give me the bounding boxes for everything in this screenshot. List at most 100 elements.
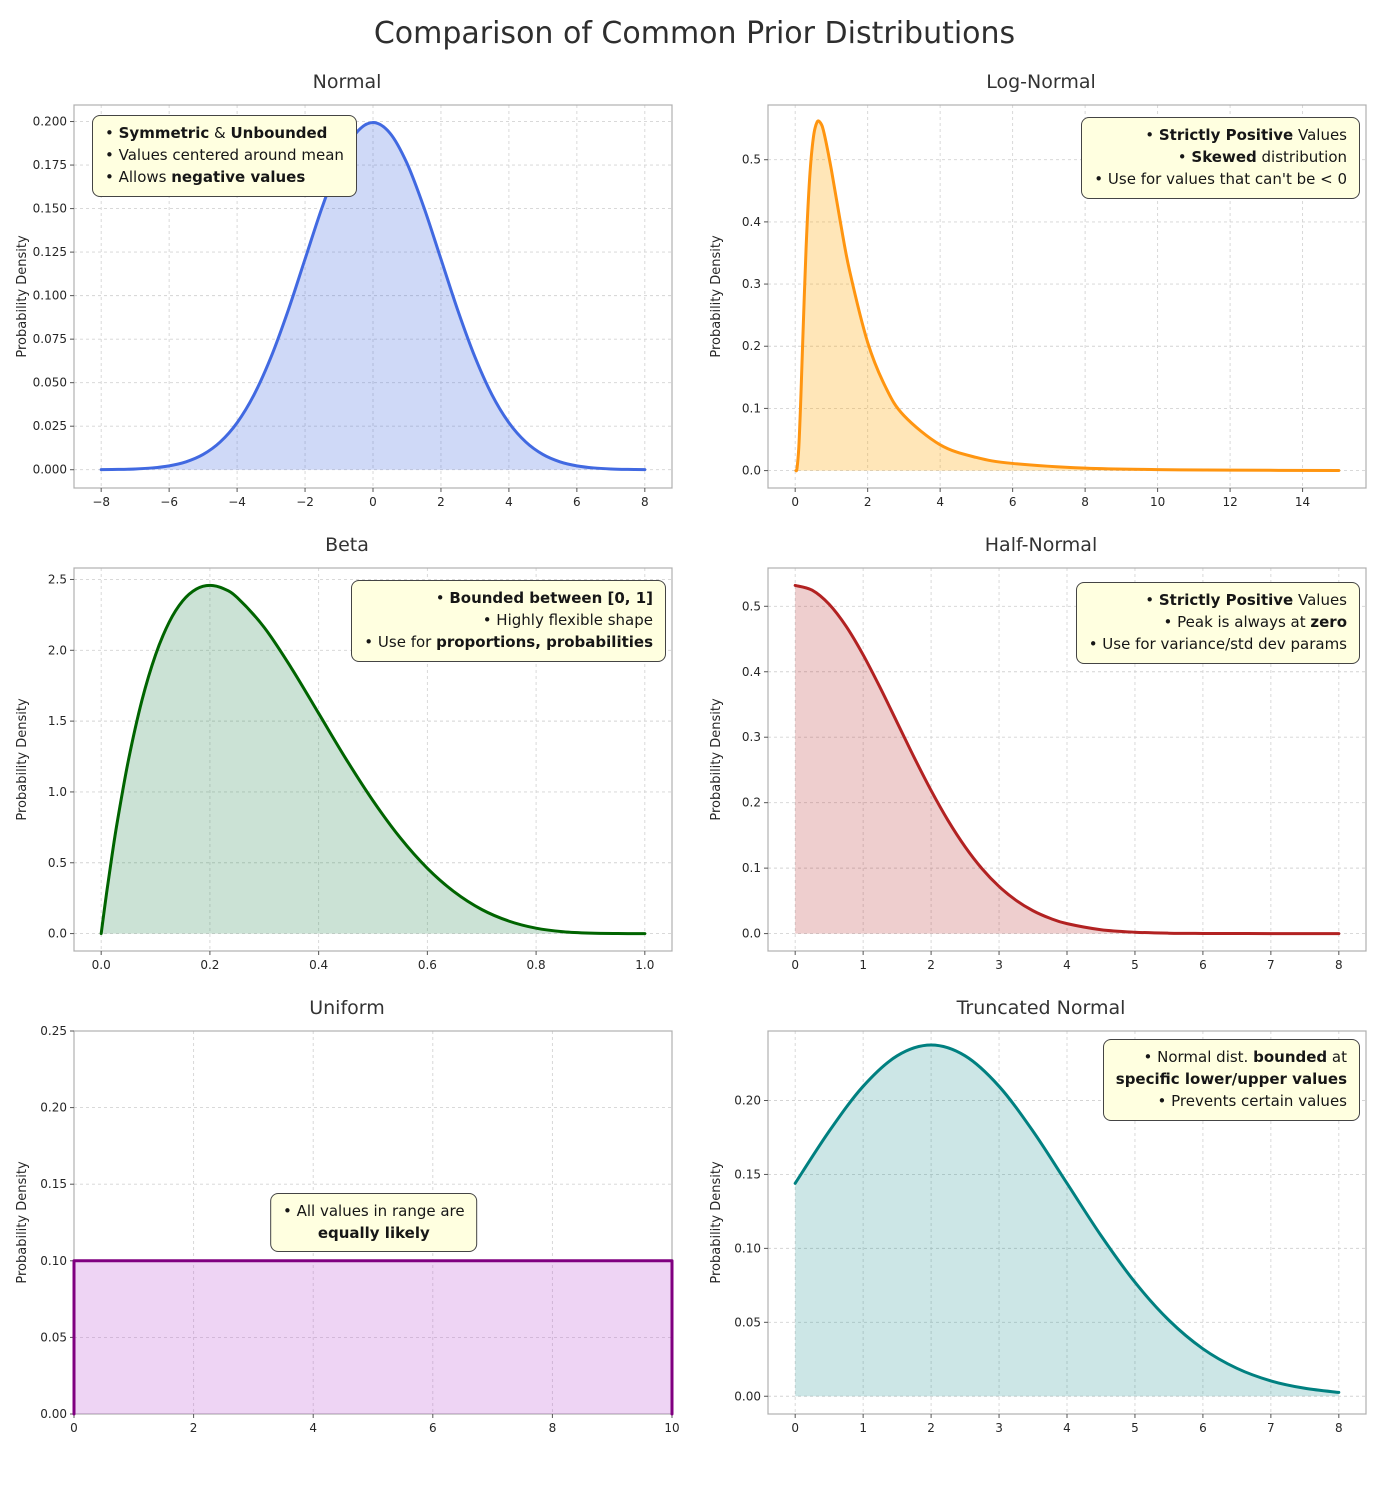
x-tick-label: 0 <box>369 495 377 509</box>
y-axis-label: Probability Density <box>15 1161 30 1284</box>
log-normal-area-fill <box>795 120 1339 471</box>
y-tick-label: 0.00 <box>40 1407 67 1421</box>
y-tick-label: 0.00 <box>734 1389 761 1403</box>
y-tick-label: 2.0 <box>48 643 67 657</box>
x-tick-label: 0.8 <box>527 958 546 972</box>
chart-panel-log-normal: Log-Normal 0 2 4 6 8 10 12 14 0.0 0.1 0.2 0.3 0.4 0.5… <box>694 57 1388 520</box>
log-normal-annotation-box: • Strictly Positive Values • Skewed distr… <box>1081 117 1360 199</box>
x-tick-label: 6 <box>573 495 581 509</box>
chart-panel-beta: Beta 0.0 0.2 0.4 0.6 0.8 1.0 0.0 0.5 1.0 1.5 2.0 2.… <box>0 520 694 983</box>
annotation-line: specific lower/upper values <box>1115 1070 1347 1089</box>
truncated-normal-chart-body: 0 1 2 3 4 5 6 7 8 0.00 0.05 0.10 0.15 0.20 Probability… <box>706 1021 1376 1446</box>
y-tick-label: 0.100 <box>33 289 67 303</box>
y-tick-label: 0.10 <box>734 1241 761 1255</box>
y-axis-label: Probability Density <box>709 1161 724 1284</box>
annotation-line: • Highly flexible shape <box>482 611 653 630</box>
axes-frame <box>73 567 673 952</box>
beta-chart-body: 0.0 0.2 0.4 0.6 0.8 1.0 0.0 0.5 1.0 1.5 2.0 2.5 Prob… <box>12 558 682 983</box>
annotation-line: • Allows negative values <box>105 168 306 187</box>
x-tick-label: 12 <box>1222 495 1237 509</box>
annotation-line: • Strictly Positive Values <box>1145 126 1347 144</box>
y-tick-label: 0.025 <box>33 419 67 433</box>
x-tick-label: 2 <box>437 495 445 509</box>
half-normal-annotation-box: • Strictly Positive Values • Peak is alwa… <box>1075 582 1360 664</box>
y-tick-label: 0.000 <box>33 463 67 477</box>
y-tick-label: 0.2 <box>742 796 761 810</box>
y-tick-label: 0.1 <box>742 861 761 875</box>
x-tick-label: 1.0 <box>635 958 654 972</box>
x-tick-label: 2 <box>927 1421 935 1435</box>
x-tick-label: 4 <box>505 495 513 509</box>
x-tick-label: 6 <box>1199 1421 1207 1435</box>
x-tick-label: 1 <box>859 1421 867 1435</box>
uniform-chart-canvas: 0 2 4 6 8 10 0.00 0.05 0.10 0.15 0.20 0.25 Probabili… <box>15 1024 680 1435</box>
x-tick-label: 4 <box>936 495 944 509</box>
x-tick-label: 8 <box>549 1421 557 1435</box>
y-tick-label: 2.5 <box>48 572 67 586</box>
beta-area-fill <box>101 585 645 934</box>
x-tick-label: 0 <box>791 958 799 972</box>
log-normal-chart-title: Log-Normal <box>986 71 1096 93</box>
x-tick-label: 4 <box>1063 958 1071 972</box>
x-tick-label: 5 <box>1131 958 1139 972</box>
y-axis-label: Probability Density <box>15 698 30 821</box>
half-normal-area-fill <box>795 585 1339 934</box>
y-tick-label: 0.075 <box>33 332 67 346</box>
uniform-area-fill <box>74 1260 672 1414</box>
chart-panel-truncated-normal: Truncated Normal 0 1 2 3 4 5 6 7 8 0.00 0.05 0.10 0.… <box>694 983 1388 1446</box>
x-tick-label: 3 <box>995 958 1003 972</box>
y-tick-label: 0.4 <box>742 665 761 679</box>
x-tick-label: 10 <box>1150 495 1165 509</box>
y-tick-label: 0.0 <box>742 927 761 941</box>
normal-area-fill <box>101 122 645 470</box>
y-axis-label: Probability Density <box>15 235 30 358</box>
x-tick-label: 5 <box>1131 1421 1139 1435</box>
normal-curve <box>99 120 647 472</box>
x-tick-label: 6 <box>429 1421 437 1435</box>
axes-frame <box>767 104 1367 489</box>
x-tick-label: 0 <box>791 495 799 509</box>
y-tick-label: 0.050 <box>33 376 67 390</box>
half-normal-chart-title: Half-Normal <box>984 534 1098 556</box>
x-tick-label: 8 <box>1335 958 1343 972</box>
y-tick-label: 0.150 <box>33 202 67 216</box>
uniform-chart-body: 0 2 4 6 8 10 0.00 0.05 0.10 0.15 0.20 0.25 Probabili… <box>12 1021 682 1446</box>
y-tick-label: 0.05 <box>734 1315 761 1329</box>
annotation-line: • All values in range are <box>282 1202 465 1220</box>
log-normal-curve <box>794 119 1341 473</box>
truncated-normal-annotation-box: • Normal dist. bounded at specific lower/… <box>1102 1039 1360 1121</box>
half-normal-chart-canvas: 0 1 2 3 4 5 6 7 8 0.0 0.1 0.2 0.3 0.4 0.5 Probability D… <box>709 567 1367 972</box>
annotation-line: • Peak is always at zero <box>1163 613 1347 632</box>
x-tick-label: 6 <box>1199 958 1207 972</box>
y-tick-label: 0.4 <box>742 215 761 229</box>
chart-panel-uniform: Uniform 0 2 4 6 8 10 0.00 0.05 0.10 0.15 0.20 0.25 P… <box>0 983 694 1446</box>
half-normal-curve <box>793 583 1341 936</box>
y-tick-label: 0.20 <box>40 1101 67 1115</box>
annotation-line: • Normal dist. bounded at <box>1143 1048 1347 1066</box>
y-tick-label: 0.10 <box>40 1254 67 1268</box>
x-tick-label: −2 <box>296 495 314 509</box>
x-tick-label: −8 <box>92 495 110 509</box>
y-tick-label: 0.1 <box>742 401 761 415</box>
x-tick-label: 0.0 <box>92 958 111 972</box>
x-tick-label: −6 <box>160 495 178 509</box>
y-tick-label: 0.0 <box>742 464 761 478</box>
beta-annotation-box: • Bounded between [0, 1] • Highly flexibl… <box>351 580 666 662</box>
page: Comparison of Common Prior Distributions… <box>0 16 1388 1446</box>
y-tick-label: 0.15 <box>40 1177 67 1191</box>
chart-panel-normal: Normal −8 −6 −4 −2 0 2 4 6 8 0.000 0.025 0.050 0.075… <box>0 57 694 520</box>
y-axis-label: Probability Density <box>709 235 724 358</box>
x-tick-label: 6 <box>1009 495 1017 509</box>
y-tick-label: 0.25 <box>40 1024 67 1038</box>
annotation-line: • Use for variance/std dev params <box>1088 635 1347 654</box>
annotation-line: • Strictly Positive Values <box>1145 591 1347 609</box>
truncated-normal-curve <box>793 1043 1341 1394</box>
annotation-line: • Use for values that can't be < 0 <box>1094 170 1347 189</box>
annotation-line: • Skewed distribution <box>1177 148 1347 167</box>
page-title: Comparison of Common Prior Distributions <box>373 16 1016 51</box>
x-tick-label: 0.6 <box>418 958 437 972</box>
beta-curve <box>99 583 647 936</box>
y-tick-label: 0.175 <box>33 158 67 172</box>
normal-chart-title: Normal <box>312 71 382 93</box>
y-tick-label: 0.5 <box>48 856 67 870</box>
